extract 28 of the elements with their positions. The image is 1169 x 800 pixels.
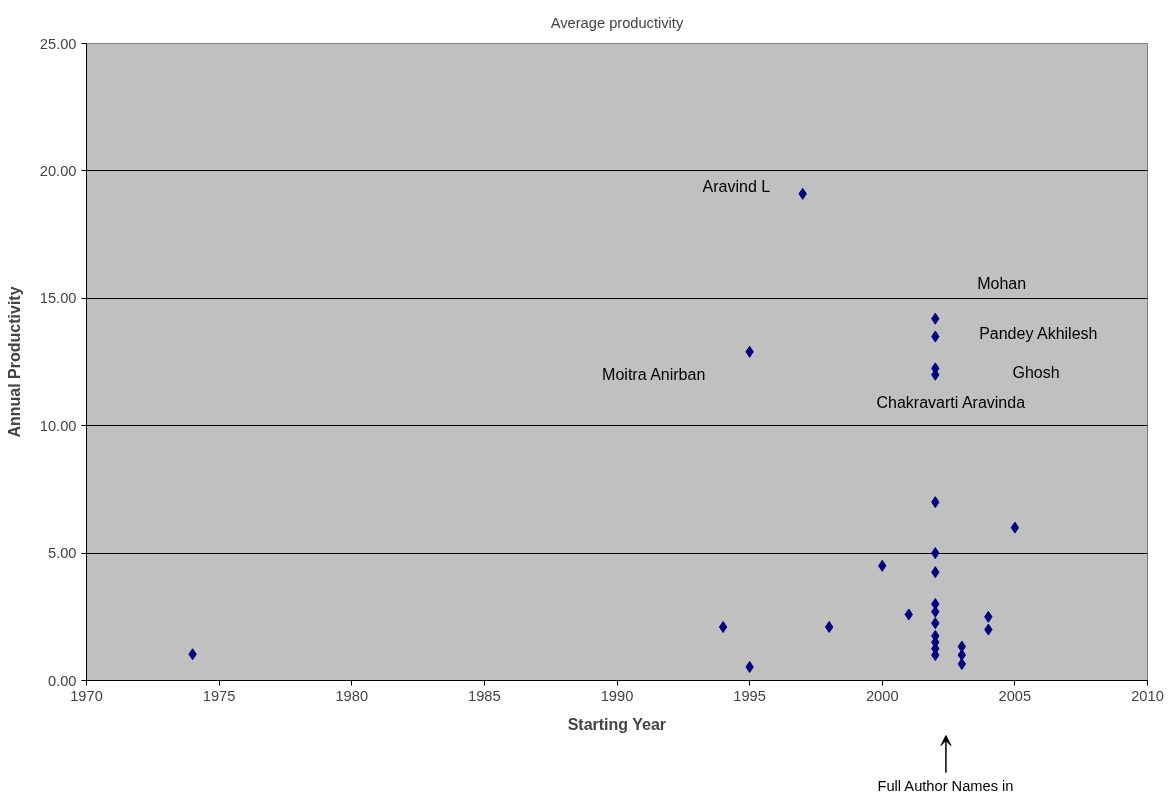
annotation: Aravind L [702,177,771,195]
x-axis-title: Starting Year [567,715,667,733]
y-tick-label: 0.00 [47,672,77,689]
annotation: Chakravarti Aravinda [876,394,1026,412]
x-tick-label: 1980 [335,687,369,704]
annotation: Mohan [977,274,1027,292]
point [745,661,754,673]
annotation: Pandey Akhilesh [979,325,1098,343]
x-tick-label: 2005 [998,687,1032,704]
annotation: Moitra Anirban [602,366,706,384]
x-tick-label: 1985 [468,687,501,704]
x-tick-label: 1995 [733,687,766,704]
point [1010,521,1020,534]
point [718,620,728,633]
x-tick-label: 2000 [865,687,899,704]
x-tick-label: 1970 [70,687,103,704]
y-tick-label: 25.00 [39,35,77,52]
y-tick-label: 5.00 [47,545,77,562]
x-tick-label: 2010 [1131,687,1164,704]
y-tick-label: 10.00 [39,417,77,434]
annotation: Ghosh [1012,363,1060,381]
y-tick-label: 15.00 [39,290,77,307]
chart-title: Average productivity [550,15,684,31]
x-tick-label: 1990 [600,687,634,704]
x-tick-label: 1975 [202,687,236,704]
y-tick-label: 20.00 [39,162,77,179]
text: Full Author Names in [877,778,1014,795]
y-axis-title: Annual Productivity [5,286,23,438]
